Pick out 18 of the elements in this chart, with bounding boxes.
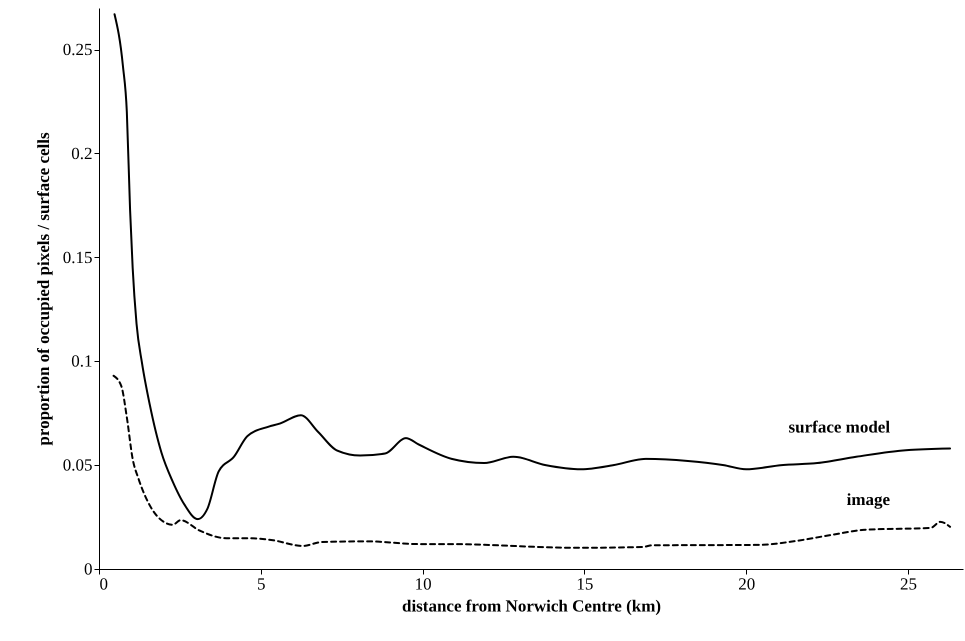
series-label: image (846, 490, 891, 509)
y-tick-label: 0.2 (71, 144, 92, 163)
x-tick-label: 20 (738, 574, 756, 594)
y-tick-label: 0 (84, 560, 92, 578)
x-tick-label: 15 (576, 574, 594, 594)
x-tick-label: 0 (100, 574, 108, 594)
x-axis-title: distance from Norwich Centre (km) (402, 596, 662, 616)
y-tick-label: 0.05 (62, 456, 92, 475)
series-label: surface model (788, 417, 890, 436)
x-tick-label: 5 (257, 574, 266, 594)
x-tick-label: 25 (900, 574, 917, 594)
y-tick-label: 0.15 (62, 248, 92, 267)
line-series (114, 13, 952, 520)
y-axis-title: proportion of occupied pixels / surface cells (34, 132, 53, 446)
y-tick-label: 0.1 (71, 352, 92, 371)
x-tick-label: 10 (414, 574, 432, 594)
y-tick-label: 0.25 (62, 40, 92, 60)
line-series (112, 374, 952, 549)
